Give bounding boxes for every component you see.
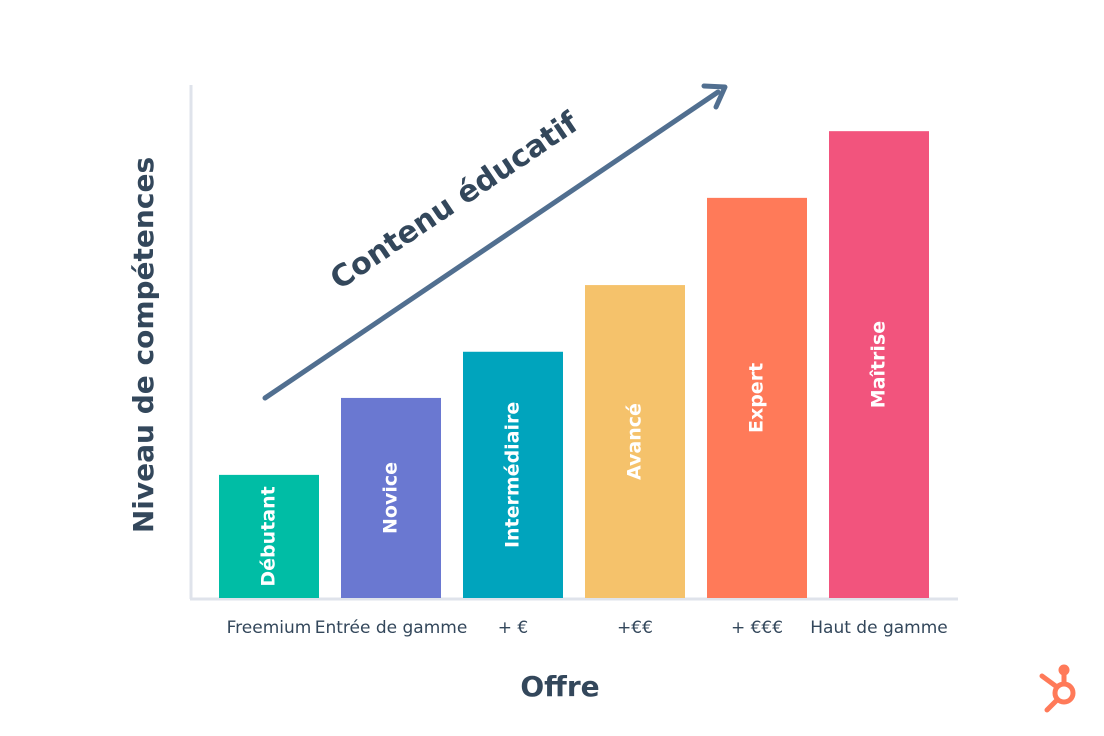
- bar-label: Expert: [746, 363, 768, 433]
- logo: [1039, 664, 1076, 713]
- y-axis-title: Niveau de compétences: [127, 157, 160, 533]
- bar-label: Avancé: [624, 403, 646, 480]
- bar-label: Novice: [380, 462, 402, 534]
- x-tick-label: Entrée de gamme: [315, 618, 468, 638]
- arrow: [262, 89, 721, 401]
- bar: [219, 474, 319, 598]
- x-axis-title: Offre: [520, 670, 599, 703]
- bar-label: Intermédiaire: [502, 402, 524, 548]
- x-tick-label: + €€€: [731, 618, 783, 638]
- bar: [341, 397, 441, 598]
- x-tick-label: Haut de gamme: [810, 618, 948, 638]
- x-tick-label: + €: [498, 618, 528, 638]
- bar: [463, 351, 563, 598]
- x-tick-label: Freemium: [227, 618, 312, 638]
- arrow-head: [701, 83, 728, 110]
- bar: [585, 285, 685, 598]
- bar: [829, 131, 929, 599]
- bar-label: Débutant: [258, 486, 280, 586]
- x-tick-label: +€€: [617, 618, 653, 638]
- bar-label: Maîtrise: [868, 321, 890, 408]
- bar: [707, 197, 807, 599]
